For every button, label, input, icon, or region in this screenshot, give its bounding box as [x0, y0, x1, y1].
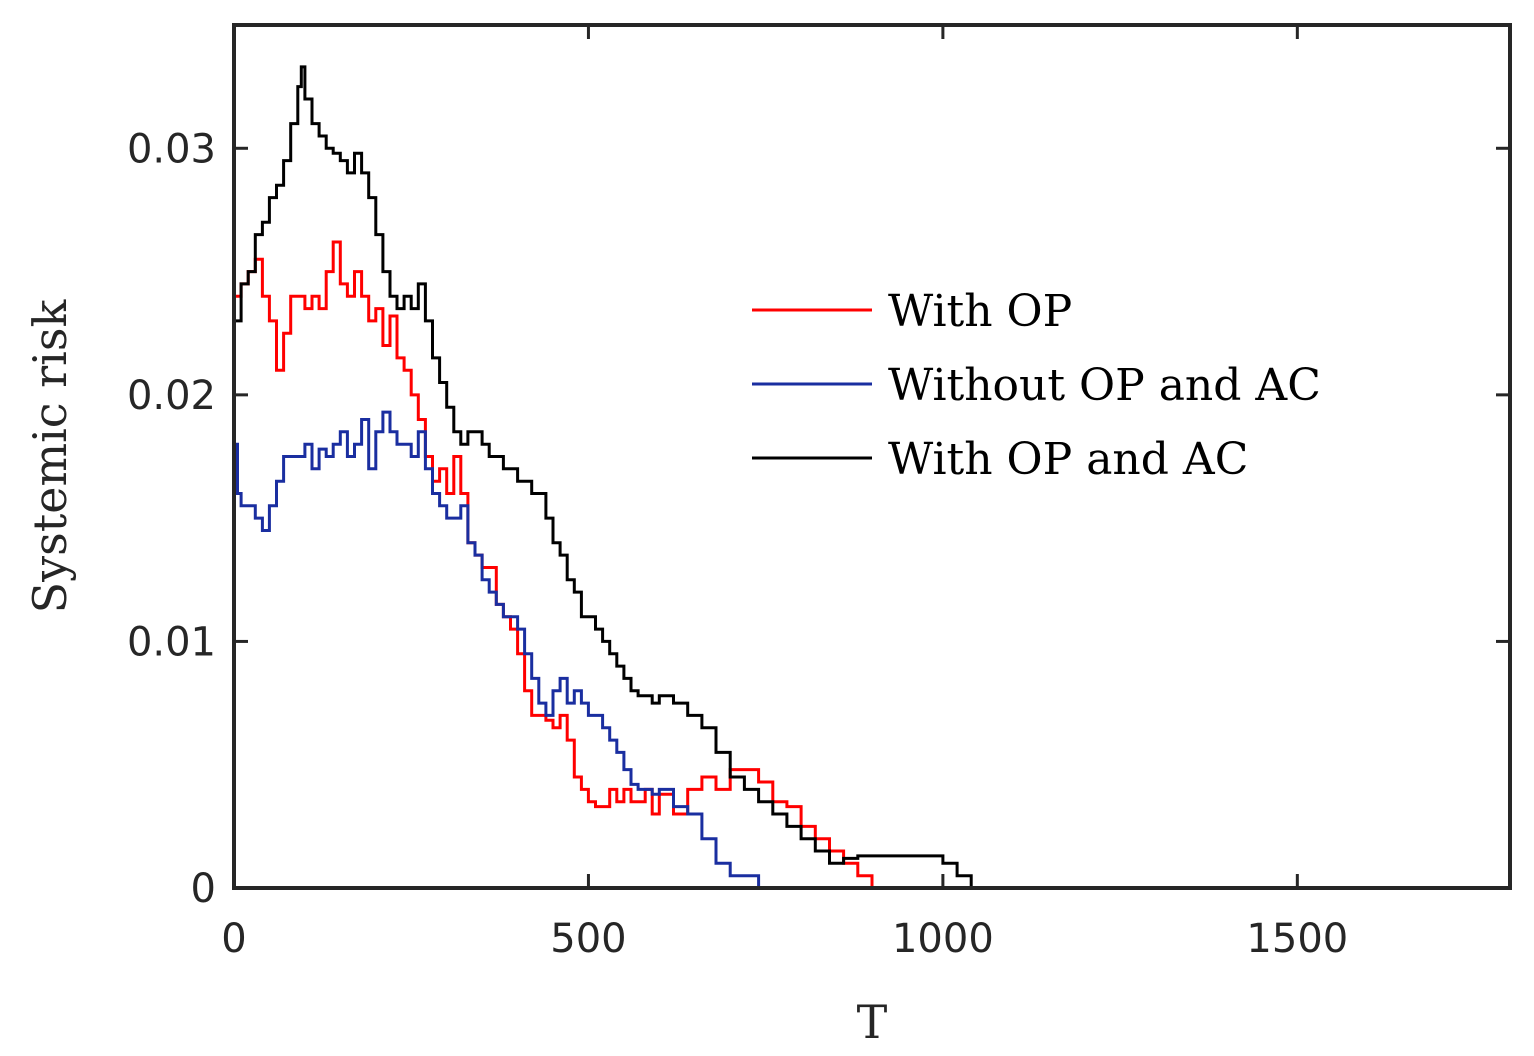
- y-tick-label: 0.02: [127, 373, 216, 419]
- y-tick-label: 0.03: [127, 126, 216, 172]
- x-tick-label: 500: [550, 916, 626, 962]
- y-axis-title: Systemic risk: [23, 299, 77, 614]
- series-line-2: [234, 410, 1510, 890]
- tick-label-layer: 0 500 1000 1500 0 0.01 0.02 0.03: [127, 126, 1348, 962]
- y-tick-label: 0: [191, 866, 216, 912]
- axes-box: [232, 23, 1512, 890]
- series-layer: [234, 65, 1510, 890]
- legend-label-1: With OP: [888, 286, 1072, 337]
- legend-label-2: Without OP and AC: [888, 360, 1321, 411]
- x-tick-label: 0: [221, 916, 246, 962]
- x-tick-label: 1000: [892, 916, 994, 962]
- x-axis-title: T: [857, 995, 888, 1049]
- legend: With OP Without OP and AC With OP and AC: [752, 286, 1321, 485]
- x-tick-label: 1500: [1246, 916, 1348, 962]
- series-line-3: [234, 65, 1510, 890]
- legend-label-3: With OP and AC: [888, 434, 1248, 485]
- y-tick-label: 0.01: [127, 619, 216, 665]
